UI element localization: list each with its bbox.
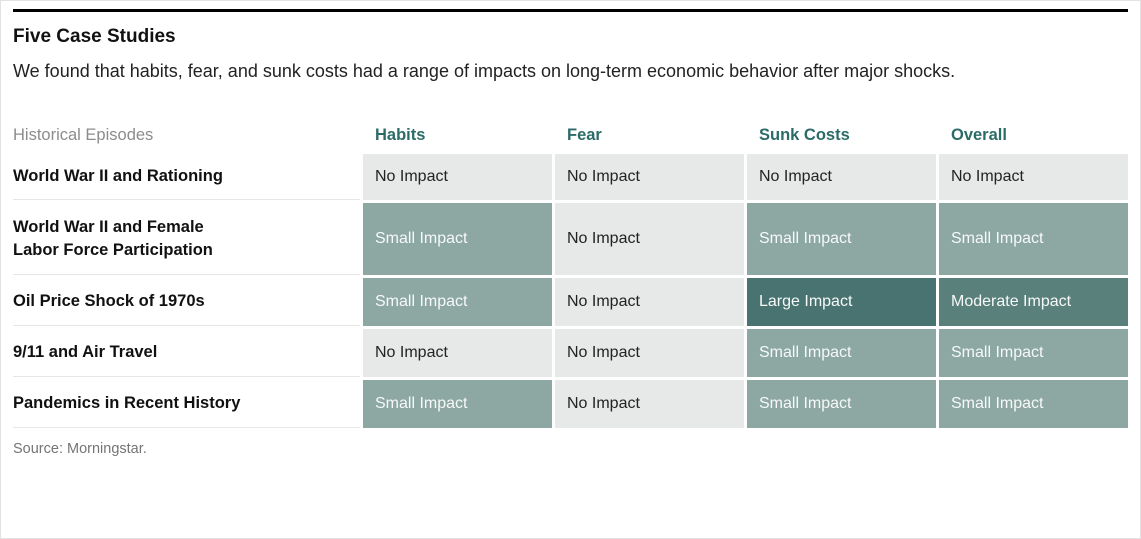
impact-cell: No Impact [555,203,744,276]
impact-cell: Small Impact [747,380,936,429]
table-row: Pandemics in Recent History Small Impact… [13,380,1128,429]
impact-cell: No Impact [555,380,744,429]
impact-cell: Small Impact [747,329,936,378]
impact-cell: Small Impact [363,278,552,327]
impact-cell: Small Impact [747,203,936,276]
impact-cell: No Impact [555,329,744,378]
impact-cell: Small Impact [363,203,552,276]
row-group-header: Historical Episodes [13,126,154,145]
impact-cell: No Impact [555,154,744,201]
table-row: Oil Price Shock of 1970s Small Impact No… [13,278,1128,327]
figure-title: Five Case Studies [13,26,176,47]
impact-cell: No Impact [363,154,552,201]
source-note: Source: Morningstar. [13,441,147,458]
impact-cell: Small Impact [939,329,1128,378]
table-row: World War II and Female Labor Force Part… [13,203,1128,276]
row-label: 9/11 and Air Travel [13,329,360,378]
column-header-overall: Overall [951,126,1007,145]
row-label: World War II and Rationing [13,154,360,201]
impact-cell: Small Impact [939,380,1128,429]
impact-cell: No Impact [363,329,552,378]
row-label: World War II and Female Labor Force Part… [13,203,360,276]
table-row: 9/11 and Air Travel No Impact No Impact … [13,329,1128,378]
table-header-row: Historical Episodes Habits Fear Sunk Cos… [13,126,1128,154]
figure-subtitle: We found that habits, fear, and sunk cos… [13,61,956,81]
impact-cell: Small Impact [363,380,552,429]
row-label: Oil Price Shock of 1970s [13,278,360,327]
impact-cell: No Impact [939,154,1128,201]
column-header-habits: Habits [375,126,426,145]
impact-cell: No Impact [747,154,936,201]
impact-cell: Large Impact [747,278,936,327]
column-header-fear: Fear [567,126,602,145]
impact-cell: Small Impact [939,203,1128,276]
row-label: Pandemics in Recent History [13,380,360,429]
impact-cell: No Impact [555,278,744,327]
column-header-sunk-costs: Sunk Costs [759,126,850,145]
top-rule [13,9,1128,12]
table-row: World War II and Rationing No Impact No … [13,154,1128,201]
impact-cell: Moderate Impact [939,278,1128,327]
